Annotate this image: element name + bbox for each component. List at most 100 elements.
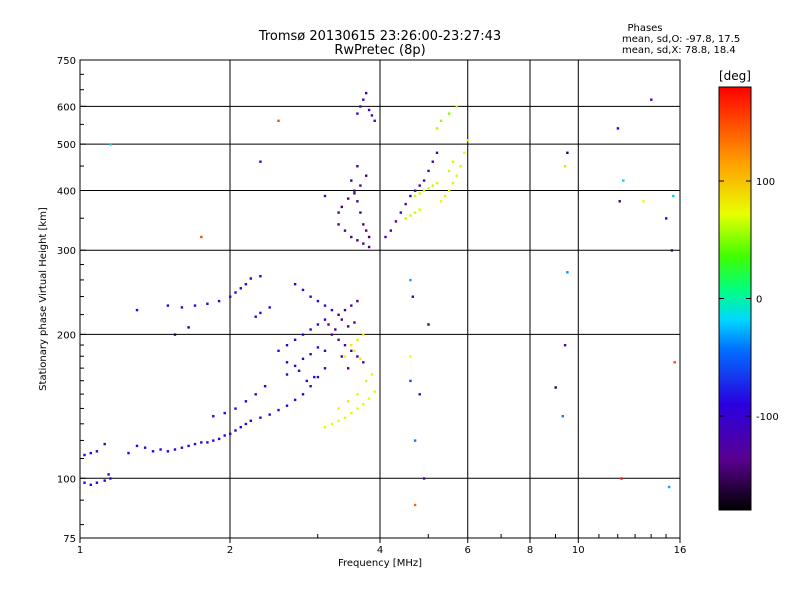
colorbar-ticks: -100 0 100 xyxy=(719,177,779,423)
data-point xyxy=(618,200,621,203)
data-point xyxy=(293,398,297,402)
data-point xyxy=(350,344,353,347)
data-point xyxy=(563,344,567,347)
data-point xyxy=(431,160,434,163)
data-point xyxy=(234,407,237,410)
data-points xyxy=(83,91,676,507)
data-point xyxy=(343,344,347,347)
data-point xyxy=(362,98,365,101)
data-point xyxy=(418,184,421,187)
data-point xyxy=(350,235,353,239)
data-point xyxy=(323,426,327,429)
data-point xyxy=(356,407,359,410)
x-tick-label: 1 xyxy=(77,545,83,556)
data-point xyxy=(370,114,374,117)
data-point xyxy=(413,194,417,198)
data-point xyxy=(217,299,221,303)
phases-o-stats: mean, sd,O: -97.8, 17.5 xyxy=(622,34,740,45)
data-point xyxy=(259,416,262,419)
data-point xyxy=(365,229,368,232)
data-point xyxy=(347,325,350,328)
y-axis: 75 100 200 300 400 500 600 750 xyxy=(57,56,86,545)
data-point xyxy=(422,189,426,192)
data-point xyxy=(166,450,170,453)
colorbar-tick-label: 0 xyxy=(756,295,762,306)
data-point xyxy=(359,357,362,360)
data-point xyxy=(127,451,130,455)
data-point xyxy=(305,379,308,383)
phases-title: Phases xyxy=(627,23,662,34)
data-point xyxy=(389,229,392,232)
data-point xyxy=(223,434,226,437)
data-point xyxy=(427,323,430,326)
data-point xyxy=(343,229,347,232)
data-point xyxy=(89,483,92,486)
data-point xyxy=(359,184,362,187)
data-point xyxy=(249,419,252,422)
data-point xyxy=(413,211,417,214)
y-axis-label: Stationary phase Virtual Height [km] xyxy=(38,207,49,391)
data-point xyxy=(463,151,466,154)
data-point xyxy=(103,479,106,482)
data-point xyxy=(353,349,356,352)
data-point xyxy=(259,275,262,278)
data-point xyxy=(323,194,327,198)
data-point xyxy=(404,217,407,220)
x-axis: 1 2 4 6 8 10 16 xyxy=(77,534,686,556)
data-point xyxy=(309,385,312,388)
data-point xyxy=(622,179,625,182)
data-point xyxy=(340,355,343,358)
data-point xyxy=(350,349,353,352)
data-point xyxy=(263,385,267,388)
chart-title-line2: RwPretec (8p) xyxy=(334,43,425,58)
data-point xyxy=(373,119,376,122)
data-point xyxy=(418,208,421,211)
data-point xyxy=(435,127,439,130)
data-point xyxy=(359,211,362,214)
data-point xyxy=(277,119,280,122)
y-tick-label: 500 xyxy=(57,140,76,151)
data-point xyxy=(665,217,668,220)
data-point xyxy=(244,283,248,286)
data-point xyxy=(616,127,620,130)
data-point xyxy=(418,192,421,195)
data-point xyxy=(413,189,417,192)
data-point xyxy=(356,393,359,396)
data-point xyxy=(206,441,209,444)
colorbar-tick-label: 100 xyxy=(756,177,775,188)
data-point xyxy=(370,373,374,376)
data-point xyxy=(343,308,347,312)
data-point xyxy=(109,477,112,480)
data-point xyxy=(566,271,569,274)
data-point xyxy=(367,235,371,239)
data-point xyxy=(418,393,421,396)
data-point xyxy=(309,295,312,298)
data-point xyxy=(293,338,297,341)
data-point xyxy=(180,306,184,309)
data-point xyxy=(350,304,353,307)
data-point xyxy=(316,346,320,349)
data-point xyxy=(173,333,177,336)
data-point xyxy=(193,304,197,307)
data-point xyxy=(337,407,340,410)
data-point xyxy=(353,192,356,195)
data-point xyxy=(313,375,316,379)
data-point xyxy=(285,361,289,364)
data-point xyxy=(362,223,365,226)
y-tick-label: 100 xyxy=(57,474,76,485)
data-point xyxy=(107,473,110,476)
data-point xyxy=(356,338,359,341)
data-point xyxy=(362,242,365,245)
data-point xyxy=(277,349,280,352)
data-point xyxy=(83,453,86,457)
data-point xyxy=(356,239,359,242)
data-point xyxy=(435,181,439,185)
data-point xyxy=(239,287,242,290)
data-point xyxy=(316,375,320,379)
data-point xyxy=(427,169,430,173)
data-point xyxy=(384,235,387,239)
data-point xyxy=(459,165,462,168)
data-point xyxy=(343,355,347,358)
data-point xyxy=(249,277,252,280)
data-point xyxy=(620,477,623,480)
